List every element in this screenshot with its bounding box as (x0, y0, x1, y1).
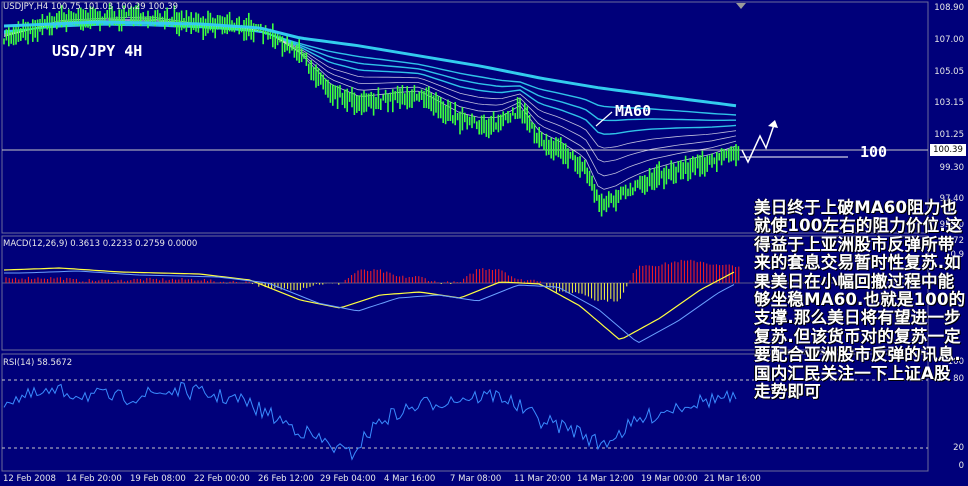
price-tick: 103.15 (934, 98, 964, 108)
ma-ribbon-line (3, 18, 737, 177)
macd-header: MACD(12,26,9) 0.3613 0.2233 0.2759 0.000… (3, 239, 198, 249)
chart-title: USD/JPY 4H (52, 42, 143, 60)
chart-shift-marker[interactable] (736, 3, 746, 9)
price-tick: 99.30 (939, 163, 964, 173)
time-tick: 7 Mar 08:00 (450, 474, 502, 484)
ma60-label: MA60 (615, 102, 652, 120)
time-tick: 14 Mar 12:00 (577, 474, 634, 484)
ma-ribbon-line (3, 21, 737, 149)
time-tick: 4 Mar 16:00 (384, 474, 436, 484)
ma-ribbon-line (3, 24, 737, 116)
time-tick: 21 Mar 16:00 (704, 474, 761, 484)
macd-histogram (5, 259, 740, 302)
ma60-line (3, 20, 737, 108)
macd-main-line (3, 267, 735, 340)
panel-borders (1, 1, 929, 472)
macd-signal-line (4, 270, 735, 343)
symbol-header: USDJPY,H4 100.75 101.03 100.29 100.39 (3, 2, 179, 12)
time-tick: 26 Feb 12:00 (258, 474, 314, 484)
forecast-arrow (741, 121, 776, 164)
forecast-arrow-head (768, 120, 778, 128)
price-tick: 93.72 (939, 236, 964, 246)
rsi-tick: 20 (953, 443, 964, 453)
macd-tick: 0.9 (950, 250, 964, 260)
time-tick: 19 Mar 00:00 (641, 474, 698, 484)
level-100-label: 100 (860, 143, 888, 161)
rsi-tick: 100 (947, 357, 964, 367)
time-tick: 12 Feb 2008 (3, 474, 56, 484)
current-price-box: 100.39 (930, 144, 966, 156)
time-tick: 29 Feb 04:00 (320, 474, 376, 484)
rsi-tick: 80 (953, 374, 964, 384)
price-tick: 107.00 (934, 35, 964, 45)
price-tick: 95.50 (939, 220, 964, 230)
price-tick: 108.90 (934, 3, 964, 13)
time-tick: 22 Feb 00:00 (194, 474, 250, 484)
time-tick: 14 Feb 20:00 (66, 474, 122, 484)
ma-ribbon (3, 16, 737, 190)
rsi-tick: 0 (958, 461, 964, 471)
ma-ribbon-line (3, 23, 736, 122)
price-tick: 101.25 (934, 130, 964, 140)
price-candles (3, 3, 740, 217)
rsi-line (3, 381, 737, 461)
time-tick: 11 Mar 20:00 (514, 474, 571, 484)
ma-ribbon-line (3, 19, 737, 163)
commentary-text: 美日终于上破MA60阻力也就使100左右的阻力价位.这得益于上亚洲股市反弹所带来… (754, 198, 966, 402)
price-tick: 97.40 (939, 194, 964, 204)
price-tick: 105.05 (934, 67, 964, 77)
rsi-header: RSI(14) 58.5672 (3, 358, 73, 368)
ma60-pointer (595, 111, 613, 127)
time-tick: 19 Feb 08:00 (130, 474, 186, 484)
